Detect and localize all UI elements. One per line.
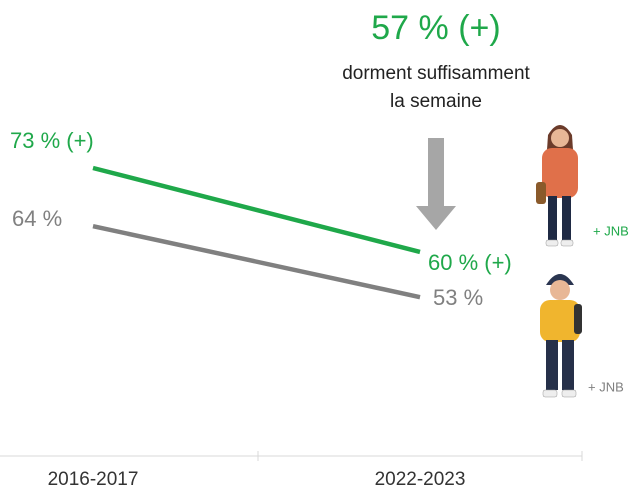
annotation-text: la semaine [390, 91, 482, 112]
annotation-value: 57 % (+) [371, 9, 500, 47]
girl-figure [536, 125, 578, 246]
data-label: 73 % (+) [10, 128, 94, 153]
data-label: 64 % [12, 206, 62, 231]
series-line [93, 168, 420, 252]
boy-figure [540, 274, 582, 397]
x-tick-label: 2022-2023 [375, 469, 466, 490]
data-label: 53 % [433, 285, 483, 310]
arrow [416, 138, 456, 230]
series-note: + JNB [593, 223, 629, 238]
annotation-text: dorment suffisamment [342, 63, 530, 84]
data-label: 60 % (+) [428, 250, 512, 275]
chart: 57 % (+) dorment suffisamment la semaine… [0, 0, 639, 495]
series-note: + JNB [588, 379, 624, 394]
x-tick-label: 2016-2017 [48, 469, 139, 490]
series-line [93, 226, 420, 297]
